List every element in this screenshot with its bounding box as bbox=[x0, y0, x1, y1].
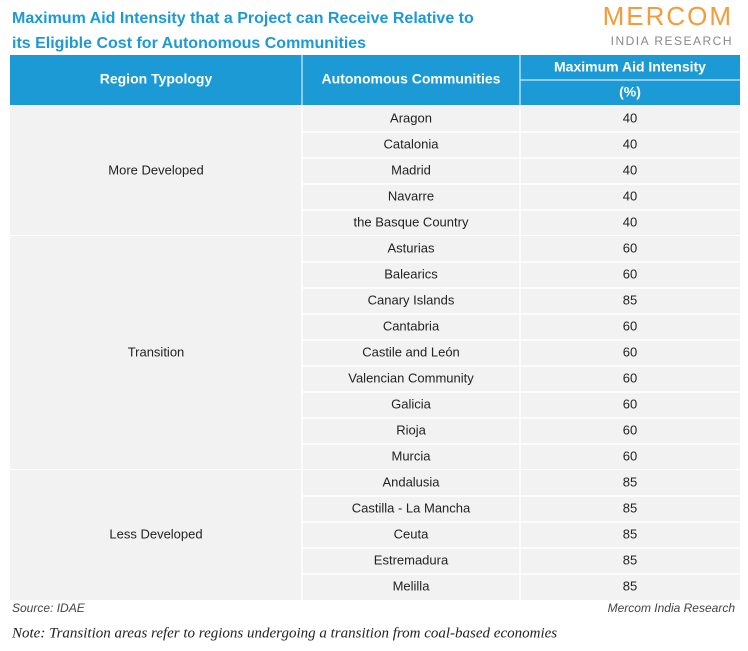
aid-intensity: 60 bbox=[623, 422, 637, 437]
aid-intensity: 85 bbox=[623, 500, 637, 515]
aid-intensity: 40 bbox=[623, 136, 637, 151]
aid-intensity: 85 bbox=[623, 474, 637, 489]
community: Castile and León bbox=[362, 344, 460, 359]
region-label: Transition bbox=[128, 344, 185, 359]
community: Catalonia bbox=[384, 136, 440, 151]
community: Rioja bbox=[396, 422, 426, 437]
community: Valencian Community bbox=[348, 370, 474, 385]
aid-intensity: 40 bbox=[623, 188, 637, 203]
group-background bbox=[10, 470, 740, 600]
unit-header: (%) bbox=[619, 84, 641, 100]
aid-intensity: 60 bbox=[623, 318, 637, 333]
community: Estremadura bbox=[374, 552, 449, 567]
group-background bbox=[10, 106, 740, 236]
aid-intensity: 60 bbox=[623, 240, 637, 255]
logo-name: MERCOM bbox=[603, 1, 733, 31]
aid-intensity: 85 bbox=[623, 292, 637, 307]
community: Melilla bbox=[393, 578, 431, 593]
community: Galicia bbox=[391, 396, 432, 411]
community: Balearics bbox=[384, 266, 438, 281]
source: Source: IDAE bbox=[12, 601, 86, 615]
column-header: Region Typology bbox=[100, 71, 213, 87]
region-label: Less Developed bbox=[109, 526, 202, 541]
aid-intensity: 60 bbox=[623, 396, 637, 411]
aid-intensity: 60 bbox=[623, 344, 637, 359]
aid-intensity: 60 bbox=[623, 448, 637, 463]
aid-intensity: 85 bbox=[623, 578, 637, 593]
column-header: Autonomous Communities bbox=[322, 71, 501, 87]
community: Murcia bbox=[391, 448, 431, 463]
community: Navarre bbox=[388, 188, 434, 203]
community: Aragon bbox=[390, 110, 432, 125]
title-line: its Eligible Cost for Autonomous Communi… bbox=[12, 35, 366, 52]
aid-intensity: 60 bbox=[623, 266, 637, 281]
community: Canary Islands bbox=[368, 292, 455, 307]
community: Andalusia bbox=[382, 474, 440, 489]
region-label: More Developed bbox=[108, 162, 203, 177]
community: Cantabria bbox=[383, 318, 440, 333]
aid-intensity: 40 bbox=[623, 214, 637, 229]
aid-intensity: 40 bbox=[623, 162, 637, 177]
community: Ceuta bbox=[394, 526, 429, 541]
aid-intensity: 85 bbox=[623, 552, 637, 567]
community: the Basque Country bbox=[354, 214, 469, 229]
community: Castilla - La Mancha bbox=[352, 500, 471, 515]
community: Madrid bbox=[391, 162, 431, 177]
aid-intensity: 60 bbox=[623, 370, 637, 385]
aid-intensity: 40 bbox=[623, 110, 637, 125]
logo-subtitle: INDIA RESEARCH bbox=[611, 34, 733, 48]
community: Asturias bbox=[388, 240, 435, 255]
title-line: Maximum Aid Intensity that a Project can… bbox=[12, 10, 474, 27]
credit: Mercom India Research bbox=[608, 601, 736, 615]
note: Note: Transition areas refer to regions … bbox=[11, 625, 557, 641]
column-header: Maximum Aid Intensity bbox=[554, 59, 706, 75]
group-background bbox=[10, 236, 740, 470]
table-body: More Developed Aragon 40 Catalonia 40 Madrid 4… bbox=[10, 106, 740, 600]
aid-intensity: 85 bbox=[623, 526, 637, 541]
